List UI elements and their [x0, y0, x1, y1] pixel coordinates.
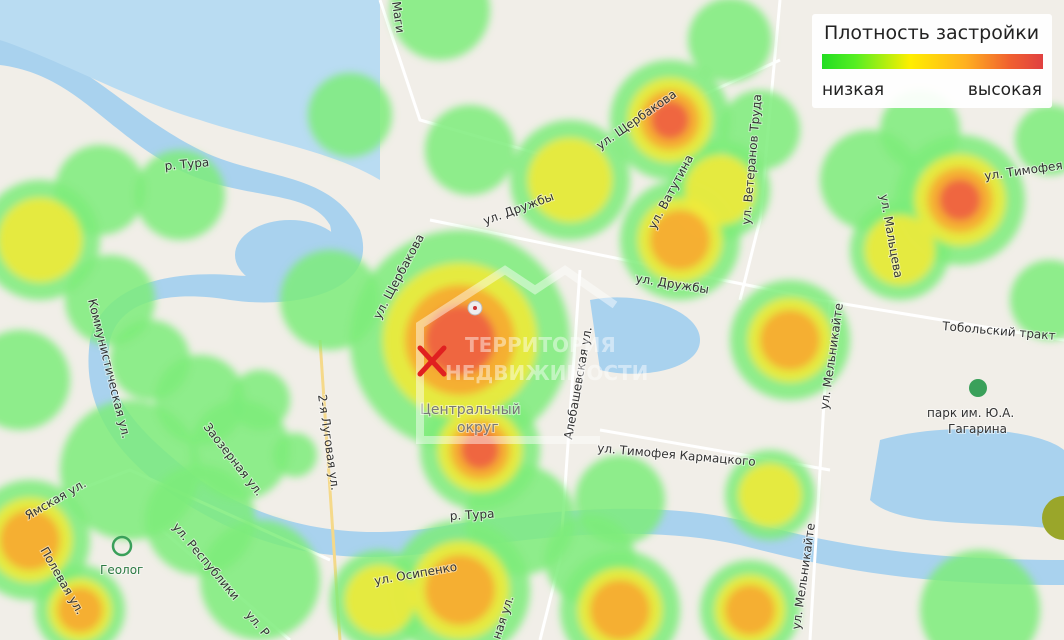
heat-blob [720, 90, 800, 170]
heat-blob [738, 463, 802, 527]
heat-blob [650, 210, 710, 270]
heat-blob [0, 510, 60, 570]
heat-blob [65, 255, 155, 345]
watermark-logo: ТЕРРИТОРИЯ НЕДВИЖИМОСТИ [416, 265, 648, 444]
heat-blob [650, 100, 690, 140]
district-label: округ [457, 420, 499, 436]
heat-blob [460, 430, 500, 470]
legend-low-label: низкая [822, 80, 885, 100]
heat-blob [0, 198, 82, 282]
density-legend: Плотность застройки низкая высокая [812, 14, 1052, 108]
heat-blob [345, 565, 415, 635]
map-control-button[interactable] [1042, 496, 1064, 540]
watermark-text: НЕДВИЖИМОСТИ [445, 361, 648, 385]
heat-blob [273, 433, 317, 477]
heat-blob [865, 215, 935, 285]
heat-blob [725, 585, 775, 635]
street-label: 2-я Луговая ул. [315, 393, 342, 491]
cross-icon[interactable] [417, 345, 447, 377]
heat-blob [1010, 260, 1064, 340]
heat-blob [390, 0, 490, 60]
heat-blob [939, 179, 981, 221]
heat-blob [135, 150, 225, 240]
heat-blob [57, 587, 103, 633]
heat-blob [0, 330, 70, 430]
park-icon [969, 379, 987, 397]
heat-blob [528, 138, 612, 222]
poi-label: Гагарина [948, 422, 1007, 436]
legend-high-label: высокая [967, 80, 1042, 100]
poi-label: Геолог [100, 563, 143, 577]
heat-blob [590, 580, 650, 640]
river-label: р. Тура [164, 155, 210, 173]
heat-blob [760, 310, 820, 370]
heat-blob [880, 90, 960, 170]
heat-blob [425, 555, 495, 625]
legend-title: Плотность застройки [824, 22, 1040, 44]
heat-blob [1015, 105, 1064, 175]
heat-blob [308, 73, 392, 157]
street-label: Маги [389, 0, 407, 33]
district-label: Центральный [420, 402, 521, 418]
heat-blob [425, 105, 515, 195]
water [0, 0, 1064, 585]
river-label: р. Тура [449, 507, 494, 523]
heat-blob [424, 304, 496, 376]
metro-station-icon [111, 535, 133, 557]
legend-gradient-bar [822, 54, 1043, 69]
poi-label: парк им. Ю.А. [927, 406, 1014, 420]
location-pin-icon[interactable] [467, 300, 483, 316]
heat-blob [200, 520, 320, 640]
heat-blob [920, 550, 1040, 640]
heat-blob [688, 0, 772, 82]
heat-blob [230, 370, 290, 430]
heat-blob [685, 155, 755, 225]
watermark-text: ТЕРРИТОРИЯ [465, 333, 616, 357]
